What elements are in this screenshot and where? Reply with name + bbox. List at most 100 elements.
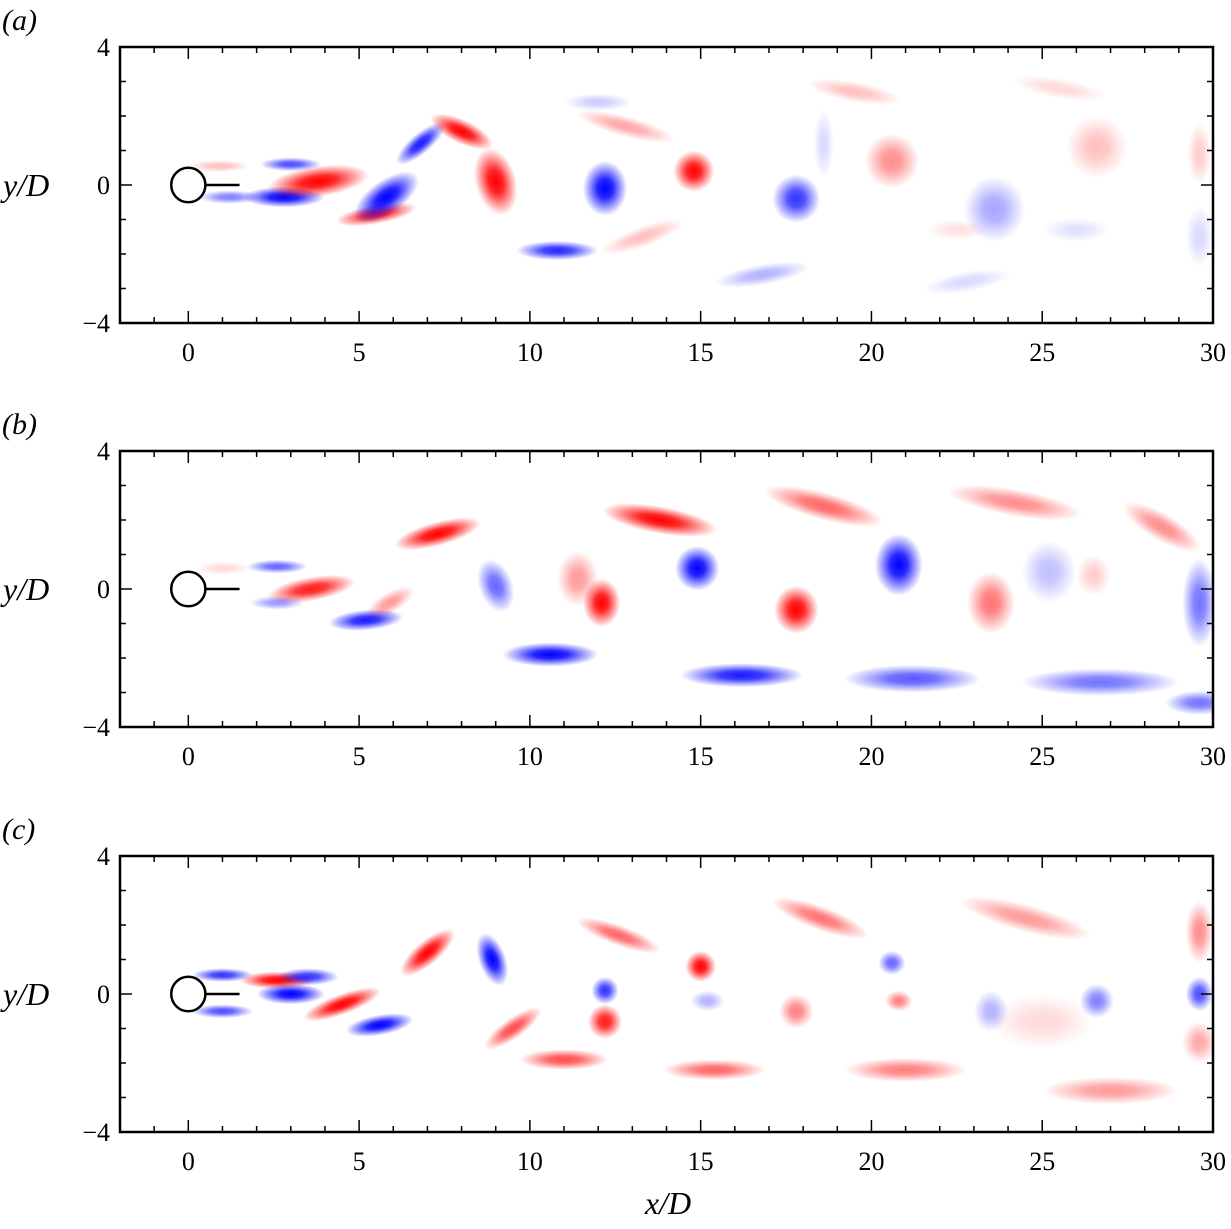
x-tick-label: 15 <box>688 338 714 367</box>
positive-vortex <box>576 917 661 954</box>
positive-vortex <box>1185 900 1213 963</box>
negative-vortex <box>772 174 821 223</box>
y-tick-label: 4 <box>97 437 110 466</box>
negative-vortex <box>1185 976 1213 1012</box>
y-axis-label: y/D <box>0 976 49 1012</box>
positive-vortex <box>519 1049 609 1070</box>
negative-vortex <box>249 595 305 610</box>
positive-vortex <box>600 218 685 255</box>
x-tick-label: 10 <box>517 338 543 367</box>
positive-vortex <box>587 1004 623 1039</box>
positive-vortex <box>864 133 920 189</box>
negative-vortex <box>690 990 725 1012</box>
negative-vortex <box>260 157 322 172</box>
panel-c: 0 5 10 15 20 25 30 −4 0 4 y/D (c) <box>0 813 1226 1176</box>
positive-vortex <box>885 990 913 1012</box>
panel-label: (a) <box>2 4 37 37</box>
negative-vortex <box>923 268 1011 295</box>
positive-vortex <box>365 586 415 620</box>
y-axis-label: y/D <box>0 167 49 203</box>
vorticity-field <box>195 484 1213 715</box>
x-tick-label: 10 <box>517 742 543 771</box>
negative-vortex <box>680 663 804 688</box>
x-tick-label: 25 <box>1029 338 1055 367</box>
y-tick-label: 0 <box>97 171 110 200</box>
negative-vortex <box>1079 983 1114 1019</box>
x-tick-label: 20 <box>858 1147 884 1176</box>
positive-vortex <box>990 994 1094 1050</box>
negative-vortex <box>675 545 720 591</box>
x-tick-label: 25 <box>1029 1147 1055 1176</box>
y-tick-label: −4 <box>82 713 110 742</box>
positive-vortex <box>575 109 676 143</box>
positive-vortex <box>1066 116 1128 179</box>
x-tick-label: 5 <box>353 742 366 771</box>
positive-vortex <box>602 503 717 537</box>
positive-vortex <box>430 113 493 150</box>
x-tick-label: 30 <box>1200 338 1226 367</box>
negative-vortex <box>191 1004 254 1019</box>
positive-vortex <box>771 897 869 939</box>
negative-vortex <box>1182 557 1213 648</box>
positive-vortex <box>1187 122 1212 185</box>
y-tick-label: −4 <box>82 1118 110 1147</box>
panel-a: 0 5 10 15 20 25 30 −4 0 4 y/D (a) <box>0 4 1226 367</box>
negative-vortex <box>476 933 509 986</box>
positive-vortex <box>1076 554 1111 596</box>
panel-b: 0 5 10 15 20 25 30 −4 0 4 y/D (b) <box>0 408 1226 771</box>
positive-vortex <box>582 578 621 627</box>
negative-vortex <box>813 109 834 179</box>
x-tick-label: 15 <box>688 1147 714 1176</box>
negative-vortex <box>277 968 339 986</box>
positive-vortex <box>1012 75 1107 102</box>
positive-vortex <box>673 150 715 192</box>
negative-vortex <box>963 176 1026 242</box>
negative-vortex <box>354 171 419 223</box>
positive-vortex <box>1042 1076 1179 1105</box>
positive-vortex <box>394 517 481 551</box>
negative-vortex <box>1021 668 1179 696</box>
panel-label: (c) <box>2 813 35 846</box>
negative-vortex <box>345 1013 414 1037</box>
negative-vortex <box>1021 540 1077 603</box>
y-tick-label: 0 <box>97 575 110 604</box>
vorticity-field <box>191 895 1213 1105</box>
x-tick-label: 5 <box>353 338 366 367</box>
negative-vortex <box>591 976 619 1005</box>
positive-vortex <box>844 1057 968 1082</box>
negative-vortex <box>256 983 325 1005</box>
cylinder <box>169 166 207 204</box>
x-tick-label: 0 <box>182 338 195 367</box>
positive-vortex <box>188 159 250 173</box>
positive-vortex <box>1182 1021 1213 1063</box>
cylinder <box>169 975 207 1013</box>
positive-vortex <box>195 561 250 576</box>
negative-vortex <box>516 240 599 261</box>
x-tick-label: 30 <box>1200 1147 1226 1176</box>
negative-vortex <box>1042 217 1111 242</box>
negative-vortex <box>477 558 515 613</box>
positive-vortex <box>774 585 819 634</box>
positive-vortex <box>1122 501 1201 553</box>
negative-vortex <box>246 559 308 574</box>
positive-vortex <box>400 928 455 977</box>
cylinder <box>169 570 207 608</box>
y-tick-label: 4 <box>97 842 110 871</box>
x-tick-label: 10 <box>517 1147 543 1176</box>
x-tick-label: 0 <box>182 742 195 771</box>
positive-vortex <box>663 1059 766 1081</box>
y-axis-label: y/D <box>0 571 49 607</box>
positive-vortex <box>267 164 369 199</box>
x-axis-label: x/D <box>644 1185 691 1221</box>
negative-vortex <box>1185 205 1213 268</box>
y-tick-label: 0 <box>97 980 110 1009</box>
negative-vortex <box>564 93 633 111</box>
negative-vortex <box>502 642 599 667</box>
y-tick-label: −4 <box>82 309 110 338</box>
positive-vortex <box>779 994 814 1029</box>
positive-vortex <box>959 895 1092 941</box>
negative-vortex <box>715 261 810 288</box>
positive-vortex <box>947 484 1083 521</box>
negative-vortex <box>582 160 628 217</box>
